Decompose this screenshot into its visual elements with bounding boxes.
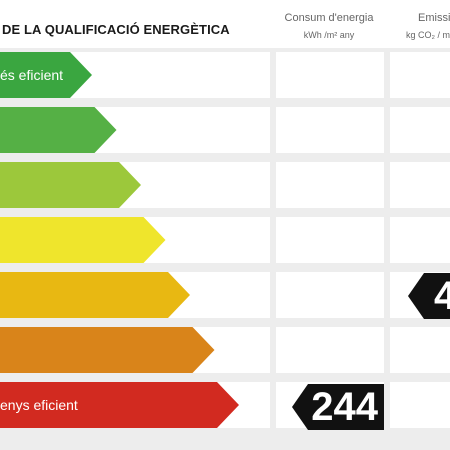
emissions-cell bbox=[390, 52, 450, 98]
consum-cell bbox=[276, 107, 384, 153]
page-title: DE LA QUALIFICACIÓ ENERGÈTICA bbox=[2, 22, 230, 37]
rating-label: és eficient bbox=[0, 67, 64, 83]
header-band bbox=[0, 0, 450, 48]
rating-arrow-shape bbox=[0, 162, 141, 208]
rating-arrow-shape bbox=[0, 52, 92, 98]
rating-arrow bbox=[0, 107, 117, 153]
consum-cell bbox=[276, 52, 384, 98]
emissions-cell bbox=[390, 217, 450, 263]
consum-cell bbox=[276, 272, 384, 318]
emissions-unit: kg CO₂ / m bbox=[406, 30, 450, 40]
emissions-title: Emissi bbox=[418, 12, 450, 24]
rating-arrow bbox=[0, 327, 215, 373]
consum-cell bbox=[276, 162, 384, 208]
emissions-cell bbox=[390, 107, 450, 153]
consum-unit: kWh /m² any bbox=[303, 30, 355, 40]
emissions-cell bbox=[390, 382, 450, 428]
rating-arrow-shape bbox=[0, 327, 215, 373]
rating-arrow-shape bbox=[0, 272, 190, 318]
emissions-column-header: Emissi kg CO₂ / m bbox=[402, 12, 450, 42]
consum-column-header: Consum d'energia kWh /m² any bbox=[282, 12, 376, 42]
rating-arrow-shape bbox=[0, 382, 239, 428]
rating-arrow: enys eficient bbox=[0, 382, 239, 428]
emissions-indicator-shape bbox=[408, 273, 450, 319]
rating-arrow: és eficient bbox=[0, 52, 92, 98]
consum-value: 244 bbox=[311, 385, 378, 429]
rating-arrow bbox=[0, 272, 190, 318]
emissions-indicator: 4 bbox=[408, 273, 450, 319]
rating-arrow-shape bbox=[0, 217, 166, 263]
consum-cell bbox=[276, 327, 384, 373]
emissions-value: 4 bbox=[434, 274, 450, 318]
consum-indicator-shape bbox=[292, 384, 384, 430]
consum-cell bbox=[276, 217, 384, 263]
consum-title: Consum d'energia bbox=[284, 12, 374, 24]
consum-indicator: 244 bbox=[292, 384, 384, 430]
rating-label: enys eficient bbox=[0, 397, 78, 413]
emissions-cell bbox=[390, 327, 450, 373]
rating-arrow bbox=[0, 162, 141, 208]
rating-arrow bbox=[0, 217, 166, 263]
emissions-cell bbox=[390, 162, 450, 208]
rating-arrow-shape bbox=[0, 107, 117, 153]
